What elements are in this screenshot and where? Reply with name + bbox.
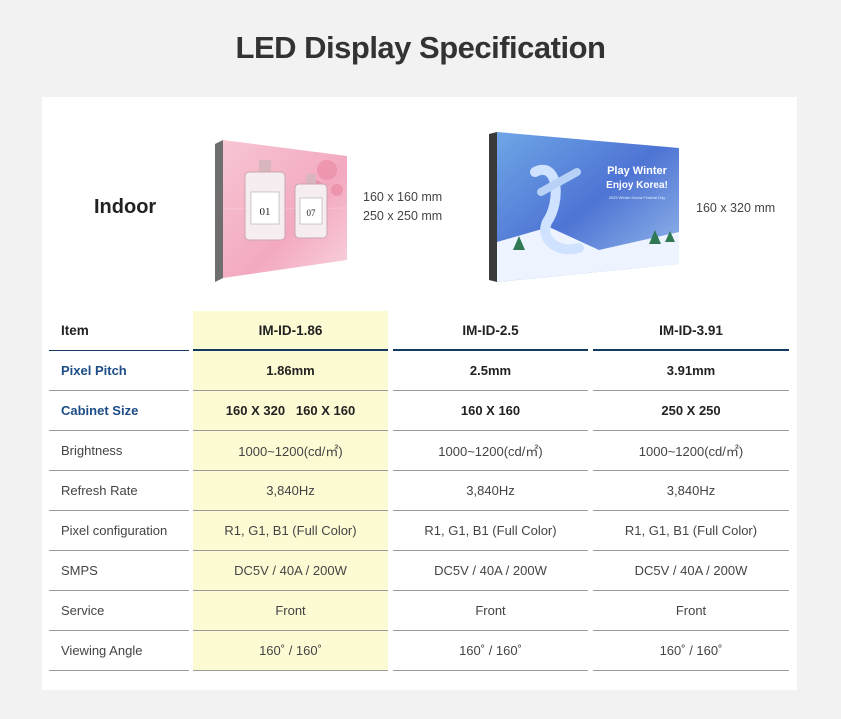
row-value: 1000~1200(cd/㎡)	[593, 431, 789, 471]
row-value: 160˚ / 160˚	[593, 631, 789, 671]
row-value: R1, G1, B1 (Full Color)	[193, 511, 388, 551]
row-value: 3,840Hz	[593, 471, 789, 511]
row-value: R1, G1, B1 (Full Color)	[593, 511, 789, 551]
row-value: 160˚ / 160˚	[393, 631, 588, 671]
product1-sizes: 160 x 160 mm 250 x 250 mm	[363, 188, 442, 226]
row-value: DC5V / 40A / 200W	[193, 551, 388, 591]
product2-size-160x320: 160 x 320 mm	[696, 201, 776, 215]
product1-size-250: 250 x 250 mm	[363, 209, 443, 223]
table-row: Service Front Front Front	[49, 591, 789, 631]
table-row: Pixel configuration R1, G1, B1 (Full Col…	[49, 511, 789, 551]
product1-size-160: 160 x 160 mm	[363, 190, 443, 204]
indoor-label: Indoor	[94, 196, 157, 218]
row-value: 160˚ / 160˚	[193, 631, 388, 671]
winter-headline-2: Enjoy Korea!	[606, 180, 668, 191]
page-title: LED Display Specification	[235, 30, 606, 65]
row-label: Refresh Rate	[49, 471, 189, 511]
led-panel-winter-image: Play Winter Enjoy Korea! 2025 Winter Kor…	[489, 132, 679, 282]
winter-headline-1: Play Winter	[607, 165, 668, 177]
table-header-row: Item IM-ID-1.86 IM-ID-2.5 IM-ID-3.91	[49, 311, 789, 351]
row-label: Viewing Angle	[49, 631, 189, 671]
row-value: Front	[393, 591, 588, 631]
row-value: 250 X 250	[593, 391, 789, 431]
table-row: Brightness 1000~1200(cd/㎡) 1000~1200(cd/…	[49, 431, 789, 471]
row-label: Brightness	[49, 431, 189, 471]
table-row: Pixel Pitch 1.86mm 2.5mm 3.91mm	[49, 351, 789, 391]
row-value: 160 X 320 160 X 160	[193, 391, 388, 431]
table-row: Refresh Rate 3,840Hz 3,840Hz 3,840Hz	[49, 471, 789, 511]
table-row: Viewing Angle 160˚ / 160˚ 160˚ / 160˚ 16…	[49, 631, 789, 671]
row-value: 3.91mm	[593, 351, 789, 391]
row-value: 160 X 160	[393, 391, 588, 431]
winter-subline: 2025 Winter Korea Festival Day	[609, 195, 665, 200]
table-row: SMPS DC5V / 40A / 200W DC5V / 40A / 200W…	[49, 551, 789, 591]
header-item: Item	[49, 311, 189, 351]
row-value: Front	[193, 591, 388, 631]
spec-card: Indoor 01 07 160 x 160 mm 250 x 250 mm	[42, 97, 797, 690]
product2-sizes: 160 x 320 mm	[696, 199, 775, 218]
row-value: Front	[593, 591, 789, 631]
row-value: 1000~1200(cd/㎡)	[393, 431, 588, 471]
row-value: 1.86mm	[193, 351, 388, 391]
row-value: 3,840Hz	[393, 471, 588, 511]
row-value: 2.5mm	[393, 351, 588, 391]
row-value: DC5V / 40A / 200W	[593, 551, 789, 591]
led-panel-perfume-image: 01 07	[215, 140, 347, 282]
header-model-2: IM-ID-2.5	[393, 311, 588, 351]
row-label: SMPS	[49, 551, 189, 591]
row-label: Pixel Pitch	[49, 351, 189, 391]
bottle2-label-number: 07	[307, 208, 317, 218]
row-label: Cabinet Size	[49, 391, 189, 431]
row-value: 3,840Hz	[193, 471, 388, 511]
row-value: 1000~1200(cd/㎡)	[193, 431, 388, 471]
header-model-1: IM-ID-1.86	[193, 311, 388, 351]
row-value: R1, G1, B1 (Full Color)	[393, 511, 588, 551]
bottle1-label-number: 01	[260, 206, 271, 218]
row-value: DC5V / 40A / 200W	[393, 551, 588, 591]
row-label: Service	[49, 591, 189, 631]
table-row: Cabinet Size 160 X 320 160 X 160 160 X 1…	[49, 391, 789, 431]
row-label: Pixel configuration	[49, 511, 189, 551]
header-model-3: IM-ID-3.91	[593, 311, 789, 351]
